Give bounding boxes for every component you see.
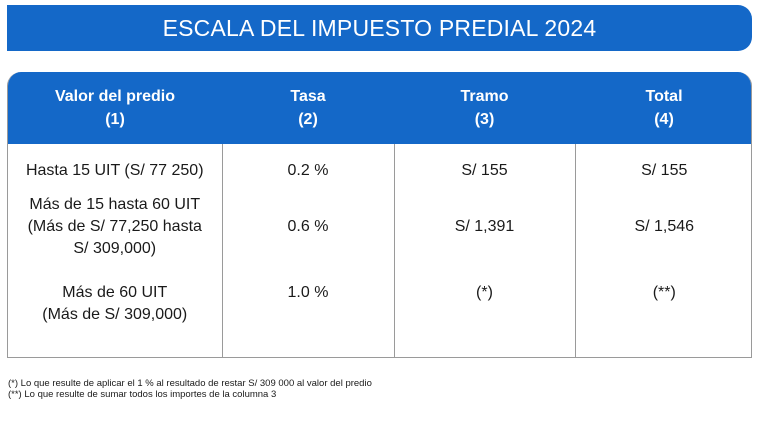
header-label: Tasa xyxy=(290,88,326,105)
cell-total: S/ 1,546 xyxy=(574,190,751,264)
cell-valor-line: Más de 15 hasta 60 UIT xyxy=(29,196,201,213)
page-title: ESCALA DEL IMPUESTO PREDIAL 2024 xyxy=(7,5,752,51)
tax-table: Valor del predio (1) Tasa (2) Tramo (3) … xyxy=(8,72,751,357)
footnotes: (*) Lo que resulte de aplicar el 1 % al … xyxy=(8,378,372,400)
cell-total: (**) xyxy=(574,264,751,357)
cell-tasa: 0.6 % xyxy=(221,190,394,264)
table-row: Hasta 15 UIT (S/ 77 250) 0.2 % S/ 155 S/… xyxy=(8,144,751,190)
table-header-row: Valor del predio (1) Tasa (2) Tramo (3) … xyxy=(8,72,751,144)
cell-tramo: S/ 155 xyxy=(393,144,575,190)
header-number: (3) xyxy=(474,111,495,128)
header-number: (1) xyxy=(105,111,125,128)
cell-tasa: 1.0 % xyxy=(221,264,394,357)
cell-valor: Hasta 15 UIT (S/ 77 250) xyxy=(8,144,222,190)
cell-tramo: (*) xyxy=(393,264,575,357)
cell-total: S/ 155 xyxy=(574,144,751,190)
header-valor-del-predio: Valor del predio (1) xyxy=(8,72,222,144)
cell-tasa: 0.2 % xyxy=(221,144,394,190)
cell-valor-line: Hasta 15 UIT (S/ 77 250) xyxy=(25,162,204,179)
header-number: (2) xyxy=(298,111,318,128)
cell-valor-line: (Más de S/ 309,000) xyxy=(42,306,188,323)
footnote-1: (*) Lo que resulte de aplicar el 1 % al … xyxy=(8,378,372,389)
header-tasa: Tasa (2) xyxy=(222,72,394,144)
header-total: Total (4) xyxy=(575,72,751,144)
cell-valor-line: S/ 309,000) xyxy=(73,240,157,257)
table-row: Más de 60 UIT (Más de S/ 309,000) 1.0 % … xyxy=(8,264,751,357)
cell-valor: Más de 15 hasta 60 UIT (Más de S/ 77,250… xyxy=(8,190,222,264)
header-label: Tramo xyxy=(460,88,509,105)
header-label: Valor del predio xyxy=(54,88,176,105)
tax-scale-table: Valor del predio (1) Tasa (2) Tramo (3) … xyxy=(7,72,752,358)
cell-tramo: S/ 1,391 xyxy=(393,190,575,264)
cell-valor-line: Más de 60 UIT xyxy=(62,284,168,301)
cell-valor-line: (Más de S/ 77,250 hasta xyxy=(27,218,202,235)
table-row: Más de 15 hasta 60 UIT (Más de S/ 77,250… xyxy=(8,190,751,264)
cell-valor: Más de 60 UIT (Más de S/ 309,000) xyxy=(8,264,222,357)
header-number: (4) xyxy=(654,111,674,128)
header-label: Total xyxy=(645,88,683,105)
header-tramo: Tramo (3) xyxy=(394,72,575,144)
footnote-2: (**) Lo que resulte de sumar todos los i… xyxy=(8,389,277,400)
